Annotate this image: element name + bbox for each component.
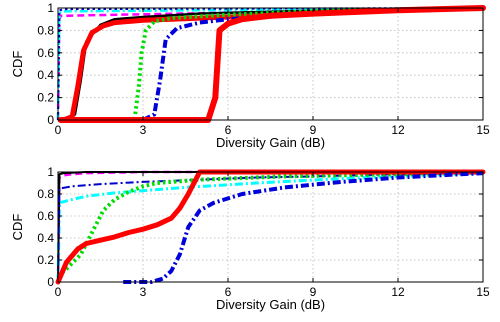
- series-line-5: [58, 6, 484, 122]
- y-tick-label: 1: [47, 165, 54, 179]
- x-tick-label: 6: [225, 285, 232, 299]
- series-line-6: [142, 6, 484, 122]
- x-tick-label: 9: [310, 285, 317, 299]
- x-tick-label: 3: [140, 285, 147, 299]
- series-line-3: [65, 6, 485, 122]
- x-tick-label: 3: [140, 123, 147, 137]
- y-axis-label: CDF: [10, 214, 25, 241]
- series-line-2: [57, 7, 484, 121]
- y-tick-label: 0.4: [37, 68, 54, 82]
- y-axis-label: CDF: [10, 51, 25, 78]
- series-line-7: [57, 5, 486, 123]
- x-tick-label: 12: [391, 285, 405, 299]
- series-group: [55, 169, 486, 285]
- x-axis-label: Diversity Gain (dB): [216, 297, 325, 312]
- y-tick-label: 0: [47, 113, 54, 127]
- y-tick-label: 0.2: [37, 253, 54, 267]
- series-line-4: [56, 170, 484, 278]
- y-tick-label: 0: [47, 275, 54, 289]
- series-line-2: [56, 171, 484, 283]
- x-axis-label: Diversity Gain (dB): [216, 135, 325, 150]
- x-tick-label: 12: [391, 123, 405, 137]
- plot-frame: [57, 171, 484, 283]
- y-tick-label: 1: [47, 1, 54, 15]
- series-group: [56, 5, 486, 123]
- series-line-4: [61, 5, 486, 123]
- x-tick-label: 0: [55, 285, 62, 299]
- y-tick-label: 0.2: [37, 91, 54, 105]
- cdf-chart-top: 0 3 6 9 12 15 0 0.2 0.4 0.6 0.8 1 Diversity Gain (dB…: [10, 1, 490, 150]
- series-line-1: [56, 6, 484, 121]
- series-line-0: [56, 6, 484, 121]
- y-tick-label: 0.8: [37, 23, 54, 37]
- y-tick-label: 0.6: [37, 209, 54, 223]
- y-tick-label: 0.8: [37, 187, 54, 201]
- plot-frame: [57, 7, 484, 121]
- y-tick-label: 0.6: [37, 46, 54, 60]
- x-tick-label: 9: [310, 123, 317, 137]
- y-tick-label: 0.4: [37, 231, 54, 245]
- x-tick-label: 0: [55, 123, 62, 137]
- x-tick-label: 15: [476, 123, 490, 137]
- cdf-chart-bottom: 0 3 6 9 12 15 0 0.2 0.4 0.6 0.8 1 Diversity Gain (dB…: [10, 165, 490, 312]
- x-tick-label: 15: [476, 285, 490, 299]
- x-tick-label: 6: [225, 123, 232, 137]
